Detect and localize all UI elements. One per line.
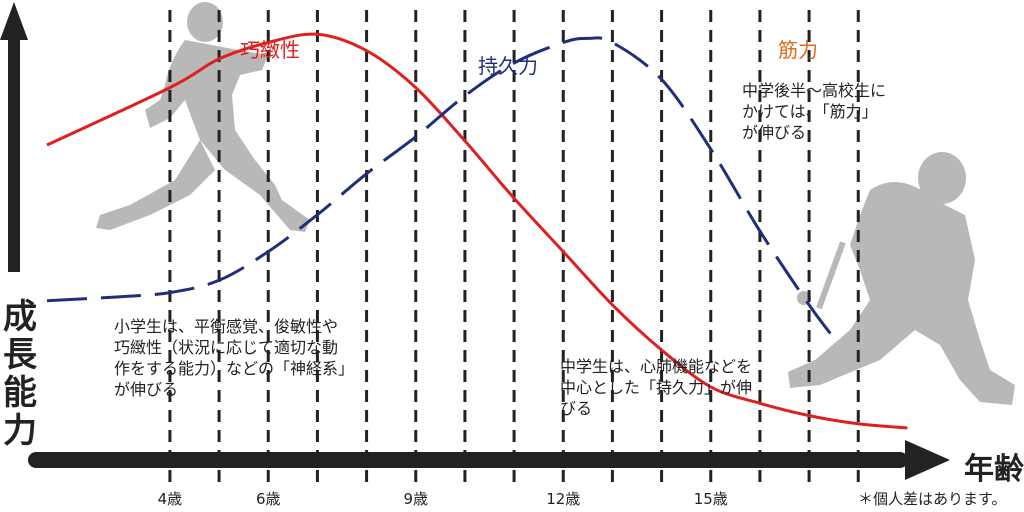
y-axis-label: 成長能力: [3, 297, 37, 451]
player-silhouettes: [96, 2, 1015, 405]
x-tick-label: 9歳: [403, 490, 429, 508]
series-label-muscle: 筋力: [778, 38, 818, 62]
footnote: ＊個人差はあります。: [858, 490, 1007, 508]
x-tick-label: 6歳: [255, 490, 281, 508]
x-axis-arrow-shaft: [28, 452, 908, 468]
batter-silhouette: [788, 152, 1015, 405]
axes: [0, 2, 950, 480]
x-axis-arrow-head: [905, 440, 950, 480]
series-line-1: [46, 36, 835, 339]
series-curves: [46, 32, 908, 430]
series-line-0: [46, 32, 908, 430]
y-axis-arrow-head: [0, 2, 28, 40]
x-tick-label: 15歳: [693, 490, 728, 508]
y-axis-arrow-shaft: [8, 40, 20, 272]
series-label-endurance: 持久力: [478, 54, 538, 78]
annotation-high-school: 中学後半〜高校生に かけては、「筋力」 が伸びる: [742, 81, 887, 142]
annotation-middle-school: 中学生は、心肺機能などを 中心とした「持久力」が伸 びる: [560, 357, 753, 418]
pitcher-silhouette: [96, 2, 310, 232]
x-axis-label: 年齢: [964, 452, 1024, 487]
series-label-agility: 巧緻性: [240, 38, 300, 62]
x-tick-label: 4歳: [157, 490, 183, 508]
annotation-elementary: 小学生は、平衡感覚、俊敏性や 巧緻性（状況に応じて適切な動 作をする能力）などの…: [114, 317, 355, 399]
x-tick-label: 12歳: [546, 490, 581, 508]
